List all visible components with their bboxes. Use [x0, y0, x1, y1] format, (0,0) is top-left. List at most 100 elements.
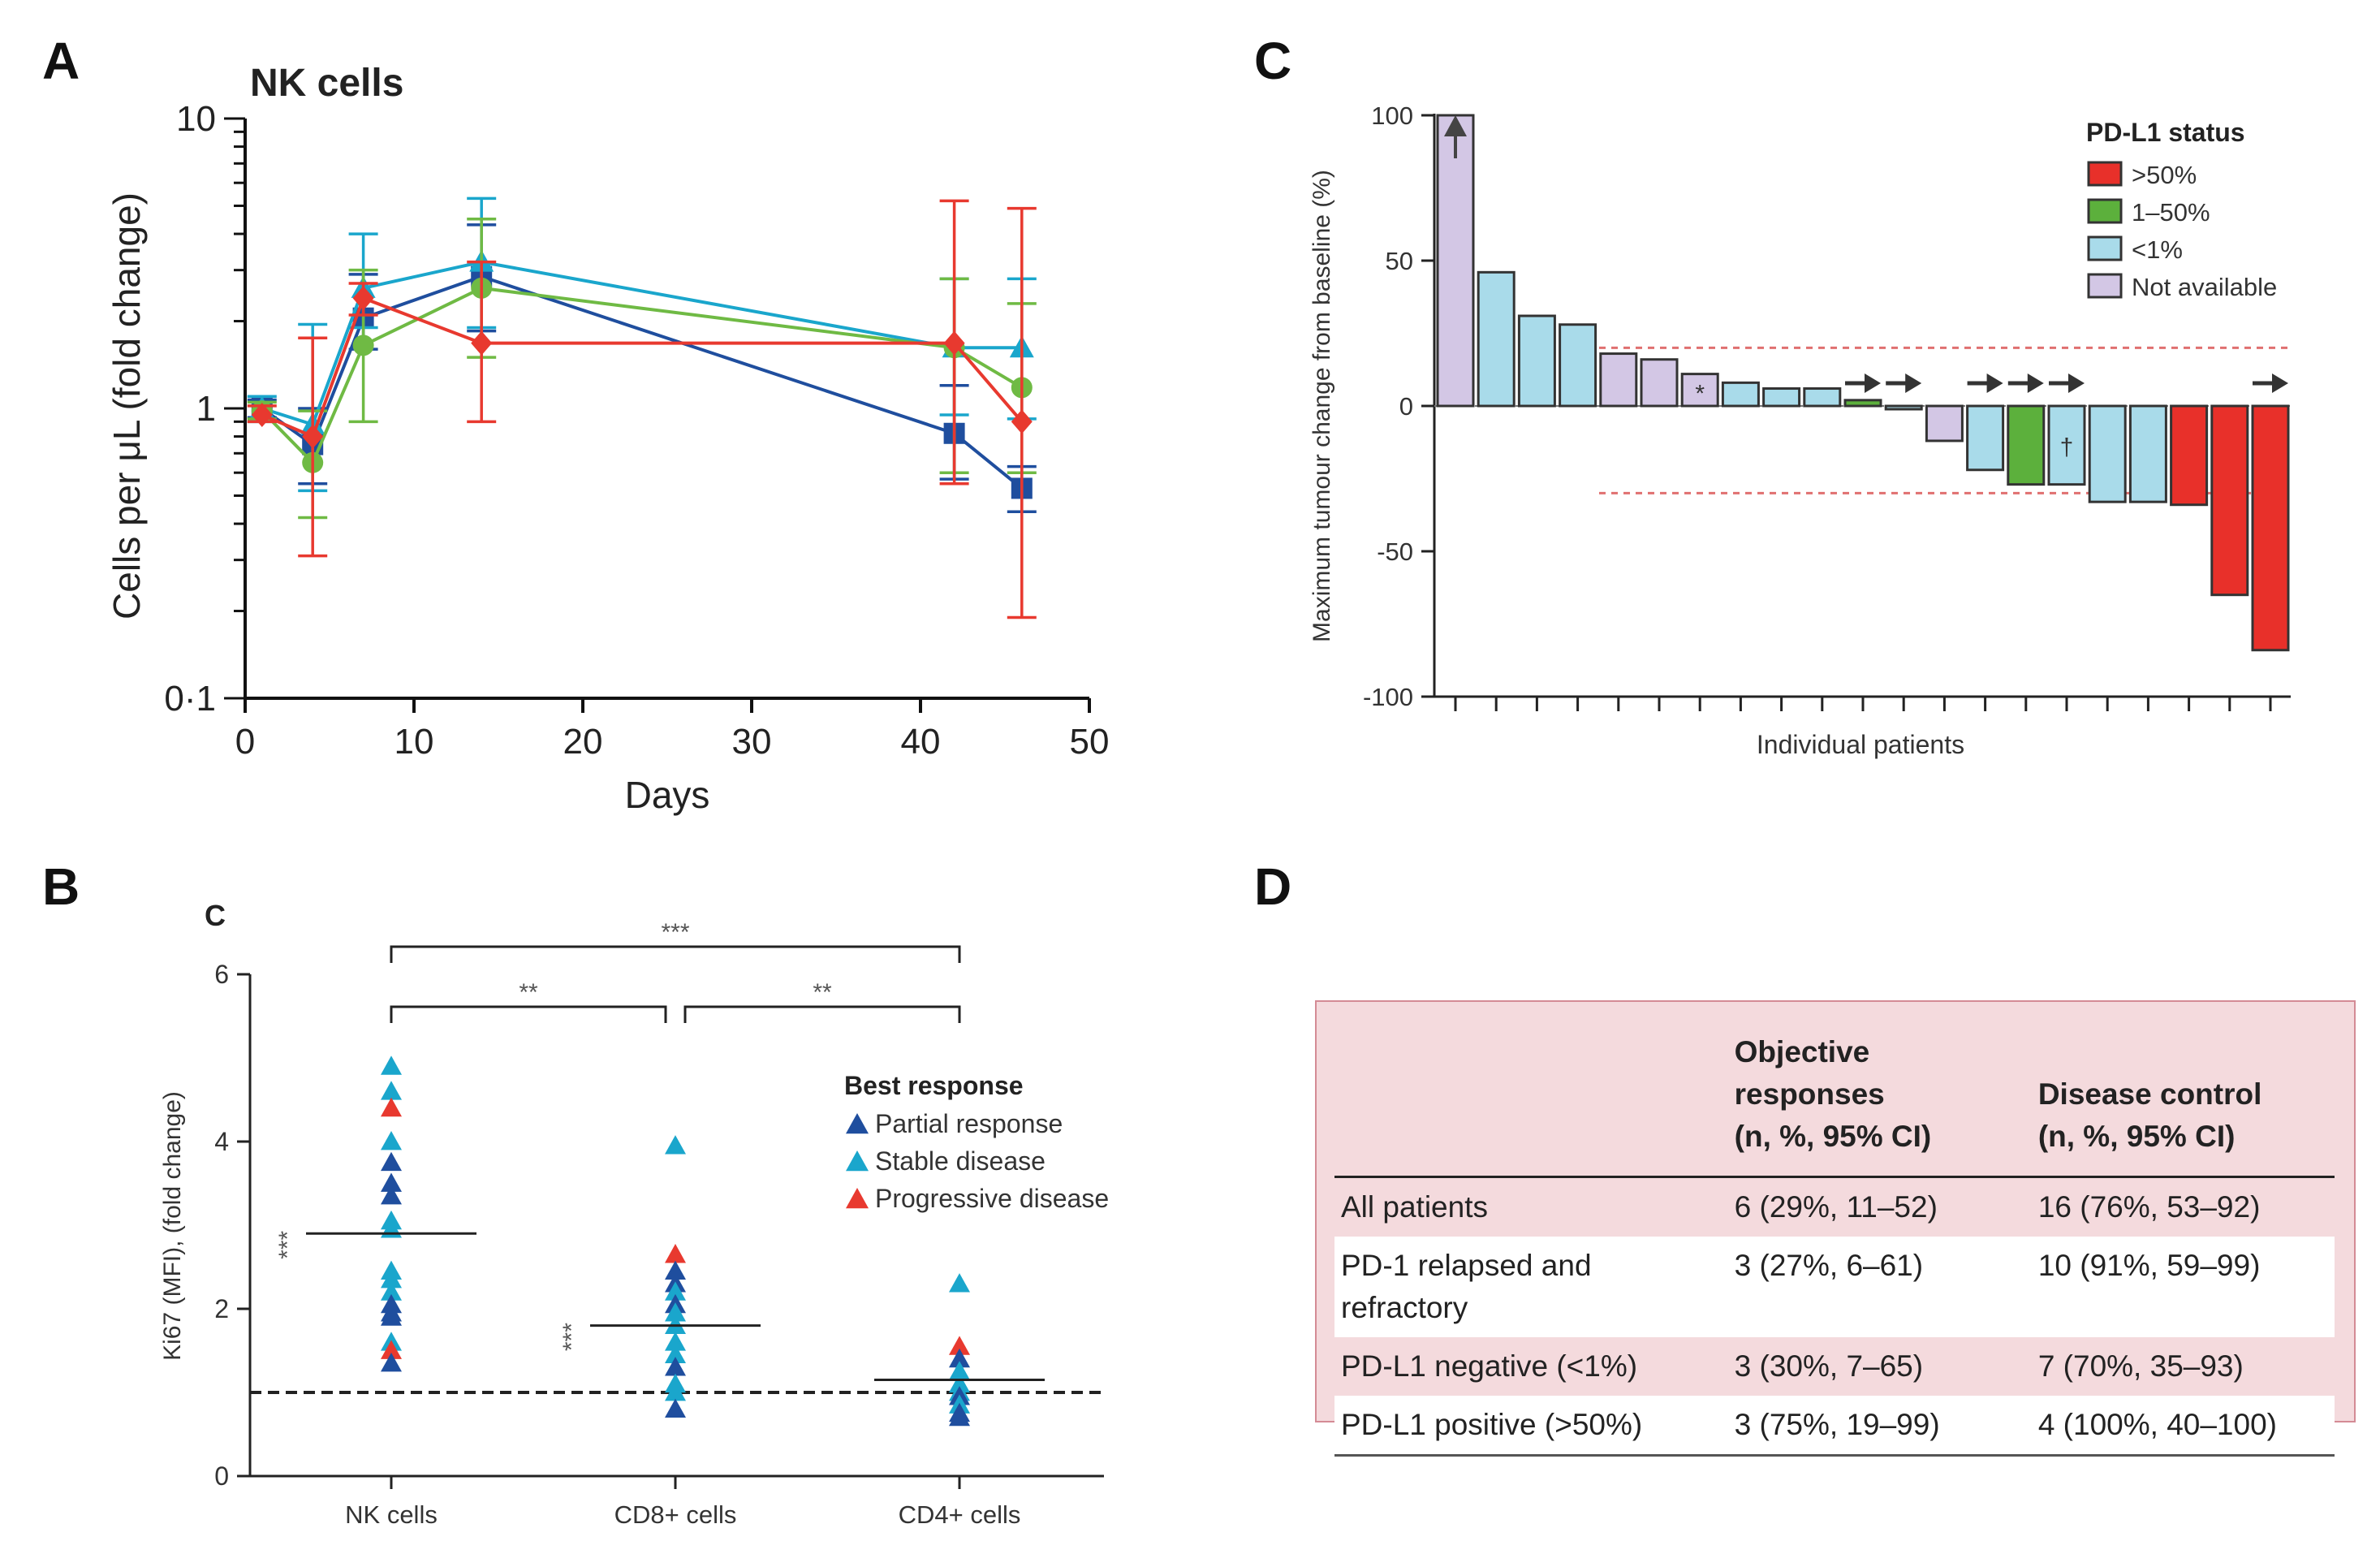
y-tick-label: 1 [196, 389, 216, 429]
row-objective: 3 (75%, 19–99) [1727, 1396, 2032, 1456]
x-axis-label: Individual patients [1757, 730, 1964, 759]
bracket-label: *** [661, 919, 689, 946]
table-header-row: Objective responses (n, %, 95% CI) Disea… [1334, 1026, 2335, 1177]
legend-label: Partial response [875, 1109, 1063, 1138]
row-objective: 6 (29%, 11–52) [1734, 1190, 1938, 1224]
y-axis-label: Ki67 (MFI), (fold change) [159, 1091, 186, 1361]
row-label: PD-L1 positive (>50%) [1334, 1396, 1728, 1456]
legend-label: Not available [2132, 273, 2277, 301]
bar [1884, 404, 1923, 411]
right-arrow-head-icon [2068, 373, 2085, 393]
y-tick-label: 0 [1399, 392, 1413, 421]
bar [2128, 404, 2167, 503]
data-point [665, 1135, 686, 1155]
response-table: Objective responses (n, %, 95% CI) Disea… [1334, 1026, 2335, 1457]
objective-header-line2: (n, %, 95% CI) [1734, 1120, 1932, 1153]
right-arrow-head-icon [1865, 373, 1881, 393]
row-control: 4 (100%, 40–100) [2031, 1396, 2335, 1456]
data-point [381, 1306, 402, 1326]
row-control: 16 (76%, 53–92) [2037, 1190, 2261, 1224]
data-point [949, 1406, 970, 1427]
data-point [352, 286, 374, 311]
right-arrow-head-icon [2272, 373, 2288, 393]
bar [1925, 404, 1964, 442]
panel-label-d: D [1254, 857, 1292, 916]
series-green [247, 218, 1037, 520]
legend-swatch [2087, 161, 2123, 187]
data-point [381, 1172, 402, 1192]
row-control: 10 (91%, 59–99) [2031, 1237, 2335, 1337]
row-control: 7 (70%, 35–93) [2037, 1349, 2244, 1383]
series-line [261, 296, 1024, 439]
y-tick-label: -50 [1377, 537, 1413, 566]
right-arrow-head-icon [1905, 373, 1922, 393]
bar [2007, 404, 2046, 486]
data-point [381, 1268, 402, 1289]
data-point [665, 1302, 686, 1322]
bar-annotation: * [1695, 380, 1705, 407]
data-point [949, 1348, 970, 1368]
bar [2088, 404, 2127, 503]
legend-marker [846, 1150, 869, 1172]
median-significance: *** [558, 1323, 585, 1351]
up-arrow-head-icon [1444, 115, 1467, 136]
row-objective: 3 (27%, 6–61) [1727, 1237, 2032, 1337]
data-point [665, 1344, 686, 1364]
chart-a-nk-cells: NK cells 0 10 20 30 40 50 0·1 1 10 Cells per μL (f… [106, 62, 1109, 816]
legend-marker [846, 1188, 869, 1209]
data-point [665, 1357, 686, 1376]
data-point [381, 1185, 402, 1205]
panel-label-a: A [42, 32, 80, 90]
bracket-label: ** [813, 979, 832, 1006]
data-point [665, 1244, 686, 1263]
data-point [302, 424, 324, 449]
bar [2251, 404, 2290, 652]
bar [1966, 404, 2005, 472]
category-label: CD4+ cells [899, 1500, 1021, 1529]
panel-label-b: B [42, 857, 80, 916]
y-tick-label: 10 [176, 99, 216, 139]
table-row: All patients 6 (29%, 11–52) 16 (76%, 53–… [1334, 1177, 2335, 1237]
chart-b-title: C [205, 899, 226, 932]
legend-label: Stable disease [875, 1146, 1046, 1176]
bar [1477, 270, 1516, 408]
right-arrow-head-icon [1986, 373, 2003, 393]
y-tick-label: 2 [214, 1294, 229, 1323]
x-tick-label: 40 [901, 722, 941, 762]
significance-bracket [683, 1005, 961, 1023]
category-label: NK cells [345, 1500, 438, 1529]
bar [1436, 114, 1475, 408]
x-tick-label: 20 [563, 722, 603, 762]
bar-annotation: † [2060, 434, 2074, 460]
panel-label-c: C [1254, 32, 1292, 90]
data-point [949, 1336, 970, 1355]
series-line [261, 260, 1022, 427]
category-label: CD8+ cells [614, 1500, 737, 1529]
bar [2047, 404, 2086, 486]
x-tick-label: 50 [1070, 722, 1110, 762]
control-header-line1: Disease control [2037, 1077, 2262, 1111]
table-row: PD-L1 negative (<1%) 3 (30%, 7–65) 7 (70… [1334, 1337, 2335, 1396]
table-header-control: Disease control (n, %, 95% CI) [2032, 1026, 2335, 1177]
chart-a-title: NK cells [250, 62, 403, 105]
table-header-empty [1334, 1026, 1728, 1177]
data-point [665, 1260, 686, 1280]
x-tick-label: 10 [395, 722, 434, 762]
data-point [381, 1131, 402, 1150]
data-point [1011, 409, 1033, 434]
data-point [665, 1398, 686, 1418]
data-point [471, 330, 493, 356]
row-objective: 3 (30%, 7–65) [1734, 1349, 1924, 1383]
bar [1843, 399, 1882, 408]
data-point [251, 402, 273, 427]
data-point [381, 1081, 402, 1100]
bar [1640, 358, 1679, 408]
y-tick-label: 4 [214, 1127, 229, 1156]
legend-label: <1% [2132, 235, 2183, 264]
legend-label: 1–50% [2132, 198, 2210, 227]
chart-b-ki67: C 0 2 4 6 Ki67 (MFI), (fold change) NK cells CD… [159, 899, 1109, 1529]
y-tick-label: 6 [214, 960, 229, 989]
table-row: PD-L1 positive (>50%) 3 (75%, 19–99) 4 (… [1334, 1396, 2335, 1456]
series-dark-blue [247, 223, 1037, 514]
